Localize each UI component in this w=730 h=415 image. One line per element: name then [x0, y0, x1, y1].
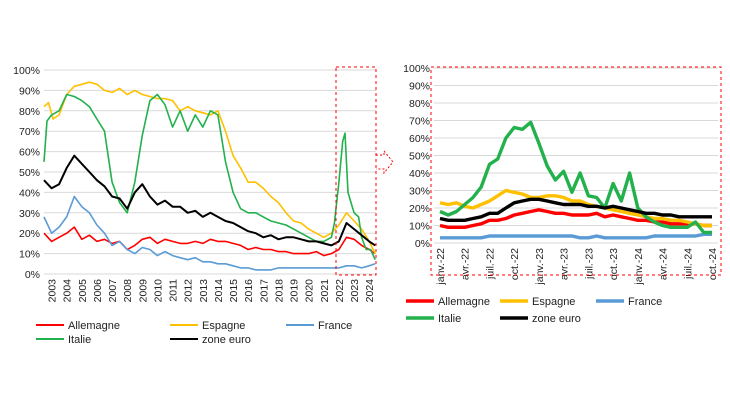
x-tick-label: 2019 [289, 279, 301, 303]
x-tick-label: 2011 [168, 279, 180, 302]
left-chart-plot-area [43, 81, 376, 271]
legend-label: Allemagne [68, 320, 120, 332]
x-tick-label: avr.-22 [460, 248, 472, 280]
legend-label: France [318, 320, 352, 332]
x-tick-label: 2022 [334, 279, 346, 303]
y-tick-label: 70% [409, 116, 430, 128]
x-tick-label: juil.-22 [484, 248, 496, 280]
legend-label: Italie [68, 334, 91, 346]
zoom-highlight-box [335, 66, 377, 276]
series-line-italie [43, 93, 376, 261]
x-tick-label: avr.-24 [658, 248, 670, 280]
y-tick-label: 60% [409, 133, 430, 145]
x-tick-label: 2015 [228, 279, 240, 303]
series-line-espagne [439, 188, 712, 228]
x-tick-label: 2014 [213, 279, 225, 303]
x-tick-label: 2005 [77, 279, 89, 303]
right-chart-gridlines [434, 67, 718, 244]
y-tick-label: 20% [409, 203, 430, 215]
left-chart-y-axis: 0% 10% 20% 30% 40% 50% 60% 70% 80% 90% 100% [13, 65, 40, 281]
y-tick-label: 10% [409, 221, 430, 233]
legend-label: zone euro [532, 313, 581, 325]
x-tick-label: 2016 [243, 279, 255, 303]
y-tick-label: 90% [19, 85, 40, 97]
y-tick-label: 100% [403, 63, 430, 75]
left-chart-x-axis: 2003 2004 2005 2006 2007 2008 2009 2010 2011 2012… [47, 279, 377, 303]
x-tick-label: 2024 [364, 279, 376, 303]
y-tick-label: 10% [19, 249, 40, 261]
x-tick-label: 2004 [62, 279, 74, 303]
y-tick-label: 0% [25, 269, 40, 281]
x-tick-label: avr.-23 [559, 248, 571, 280]
x-tick-label: 2009 [137, 279, 149, 303]
series-line-allemagne [43, 226, 376, 257]
series-line-allemagne [439, 208, 712, 230]
legend-label: Italie [438, 313, 461, 325]
right-chart-plot-area [439, 120, 712, 240]
legend-label: zone euro [202, 334, 251, 346]
right-chart-y-axis: 0% 10% 20% 30% 40% 50% 60% 70% 80% 90% 100% [403, 63, 430, 250]
x-tick-label: 2023 [349, 279, 361, 303]
series-line-france [43, 195, 376, 271]
legend-label: Allemagne [438, 296, 490, 308]
legend-label: Espagne [532, 296, 575, 308]
y-tick-label: 80% [19, 106, 40, 118]
x-tick-label: 2013 [198, 279, 210, 303]
y-tick-label: 30% [19, 208, 40, 220]
x-tick-label: 2008 [122, 279, 134, 303]
x-tick-label: janv.-23 [534, 248, 546, 286]
series-line-zone-euro [439, 197, 712, 223]
x-tick-label: oct.-23 [608, 248, 620, 280]
series-line-france [440, 232, 712, 240]
y-tick-label: 40% [19, 187, 40, 199]
zoom-panel-frame [430, 66, 722, 276]
series-line-zone-euro [43, 154, 376, 247]
y-tick-label: 50% [19, 167, 40, 179]
x-tick-label: 2006 [92, 279, 104, 303]
y-tick-label: 0% [415, 238, 430, 250]
x-tick-label: janv.-22 [435, 248, 447, 286]
x-tick-label: oct.-24 [707, 248, 719, 280]
y-tick-label: 70% [19, 126, 40, 138]
x-tick-label: 2018 [273, 279, 285, 303]
x-tick-label: 2007 [107, 279, 119, 303]
legend-label: France [628, 296, 662, 308]
series-line-italie [439, 120, 712, 235]
x-tick-label: juil.-23 [583, 248, 595, 280]
x-tick-label: juil.-24 [682, 248, 694, 280]
legend-label: Espagne [202, 320, 245, 332]
left-chart-legend: Allemagne Espagne France Italie zone euro [36, 320, 352, 346]
right-chart-x-axis: janv.-22 avr.-22 juil.-22 oct.-22 janv.-23 av… [435, 248, 719, 286]
right-chart-legend: Allemagne Espagne France Italie zone euro [406, 296, 662, 325]
zoom-arrow-icon [376, 149, 394, 175]
y-tick-label: 100% [13, 65, 40, 77]
x-tick-label: janv.-24 [633, 248, 645, 286]
x-tick-label: 2021 [319, 279, 331, 303]
y-tick-label: 90% [409, 81, 430, 93]
y-tick-label: 60% [19, 147, 40, 159]
x-tick-label: 2010 [152, 279, 164, 303]
x-tick-label: oct.-22 [509, 248, 521, 280]
y-tick-label: 20% [19, 228, 40, 240]
x-tick-label: 2003 [47, 279, 59, 303]
x-tick-label: 2020 [304, 279, 316, 303]
y-tick-label: 40% [409, 168, 430, 180]
x-tick-label: 2017 [258, 279, 270, 303]
y-tick-label: 80% [409, 98, 430, 110]
y-tick-label: 30% [409, 186, 430, 198]
series-line-espagne [43, 81, 376, 254]
x-tick-label: 2012 [183, 279, 195, 303]
y-tick-label: 50% [409, 151, 430, 163]
